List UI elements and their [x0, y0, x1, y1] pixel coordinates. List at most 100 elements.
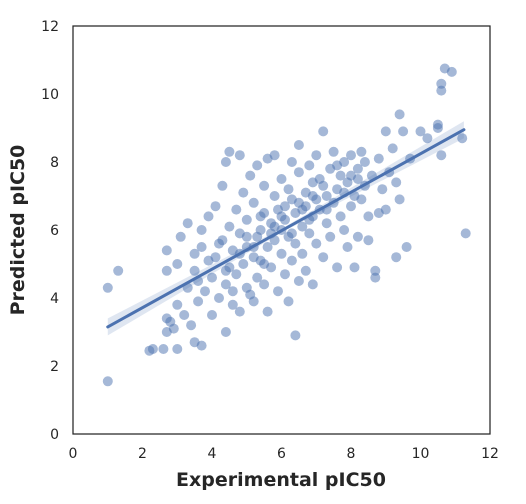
regression-line	[106, 128, 466, 329]
data-point	[280, 269, 290, 280]
data-point	[214, 293, 224, 303]
data-point	[349, 262, 360, 273]
data-point	[363, 211, 374, 222]
data-point	[262, 242, 273, 252]
data-point	[214, 238, 224, 249]
data-point	[207, 310, 217, 320]
x-tick-label: 6	[277, 446, 286, 462]
data-point	[352, 163, 363, 174]
data-point	[352, 174, 363, 184]
data-point	[380, 204, 391, 215]
data-point	[401, 242, 412, 252]
data-point	[304, 160, 315, 171]
data-point	[269, 191, 280, 201]
data-point	[457, 133, 468, 144]
regression-line-group	[106, 128, 466, 329]
data-point	[290, 330, 301, 341]
data-point	[262, 306, 273, 317]
data-point	[307, 191, 318, 201]
x-tick-label: 0	[69, 446, 78, 462]
data-point	[189, 265, 200, 276]
data-point	[373, 153, 384, 164]
data-point	[158, 344, 169, 354]
data-point	[283, 184, 294, 195]
data-point	[304, 228, 315, 239]
data-point	[203, 255, 214, 266]
data-point	[290, 238, 301, 249]
data-point	[248, 197, 259, 208]
data-point	[238, 187, 249, 198]
data-point	[415, 126, 426, 137]
data-point	[227, 286, 238, 297]
x-tick-label: 10	[412, 446, 430, 462]
data-point	[259, 259, 270, 269]
data-point	[224, 221, 235, 232]
data-point	[293, 140, 304, 150]
data-point	[335, 211, 346, 222]
data-point	[293, 167, 304, 178]
data-point	[297, 204, 308, 215]
data-point	[231, 204, 242, 215]
data-point	[346, 201, 356, 212]
data-point	[325, 231, 336, 242]
data-point	[220, 327, 231, 337]
data-point	[332, 160, 343, 171]
data-point	[269, 150, 280, 161]
data-point	[203, 211, 214, 222]
data-point	[356, 194, 367, 205]
data-point	[259, 279, 270, 290]
x-tick-label: 8	[347, 446, 356, 462]
data-point	[293, 276, 304, 286]
data-point	[318, 180, 329, 191]
y-tick-label: 4	[50, 291, 59, 307]
data-point	[193, 296, 204, 307]
data-point	[321, 191, 332, 201]
data-point	[238, 259, 249, 269]
data-point	[245, 170, 256, 181]
x-tick-label: 12	[481, 446, 499, 462]
data-point	[172, 344, 183, 354]
data-point	[297, 221, 308, 232]
y-axis-ticks: 0 2 4 6 8 10 12	[41, 19, 59, 443]
data-point	[196, 225, 207, 235]
data-point	[255, 225, 266, 235]
data-point	[276, 174, 287, 184]
data-point	[283, 296, 294, 307]
data-point	[231, 269, 242, 280]
data-point	[113, 265, 124, 276]
data-point	[220, 279, 231, 290]
data-point	[346, 150, 356, 161]
data-point	[318, 252, 329, 263]
x-axis-title: Experimental pIC50	[176, 469, 386, 491]
plot-frame	[72, 25, 491, 435]
y-tick-label: 6	[50, 223, 59, 239]
data-point	[280, 201, 290, 212]
data-point	[460, 228, 471, 239]
y-tick-label: 8	[50, 155, 59, 171]
data-point	[436, 78, 447, 89]
data-point	[207, 272, 217, 283]
data-point	[286, 157, 297, 167]
data-point	[318, 126, 329, 137]
data-point	[200, 286, 210, 297]
data-point	[217, 180, 228, 191]
data-point	[377, 184, 388, 195]
data-point	[297, 248, 308, 259]
data-point	[175, 231, 186, 242]
data-point	[241, 214, 252, 225]
data-point	[359, 157, 370, 167]
data-point	[363, 235, 374, 246]
data-point	[168, 323, 179, 334]
data-point	[276, 248, 287, 259]
data-point	[182, 218, 193, 229]
data-point	[186, 320, 197, 331]
y-tick-label: 12	[41, 19, 59, 35]
data-point	[321, 218, 332, 229]
y-axis-title: Predicted pIC50	[7, 145, 29, 316]
data-point	[286, 228, 297, 239]
data-point	[102, 282, 113, 293]
data-point	[335, 170, 346, 181]
data-point	[220, 265, 231, 276]
y-tick-label: 0	[50, 427, 59, 443]
data-point	[161, 245, 172, 256]
